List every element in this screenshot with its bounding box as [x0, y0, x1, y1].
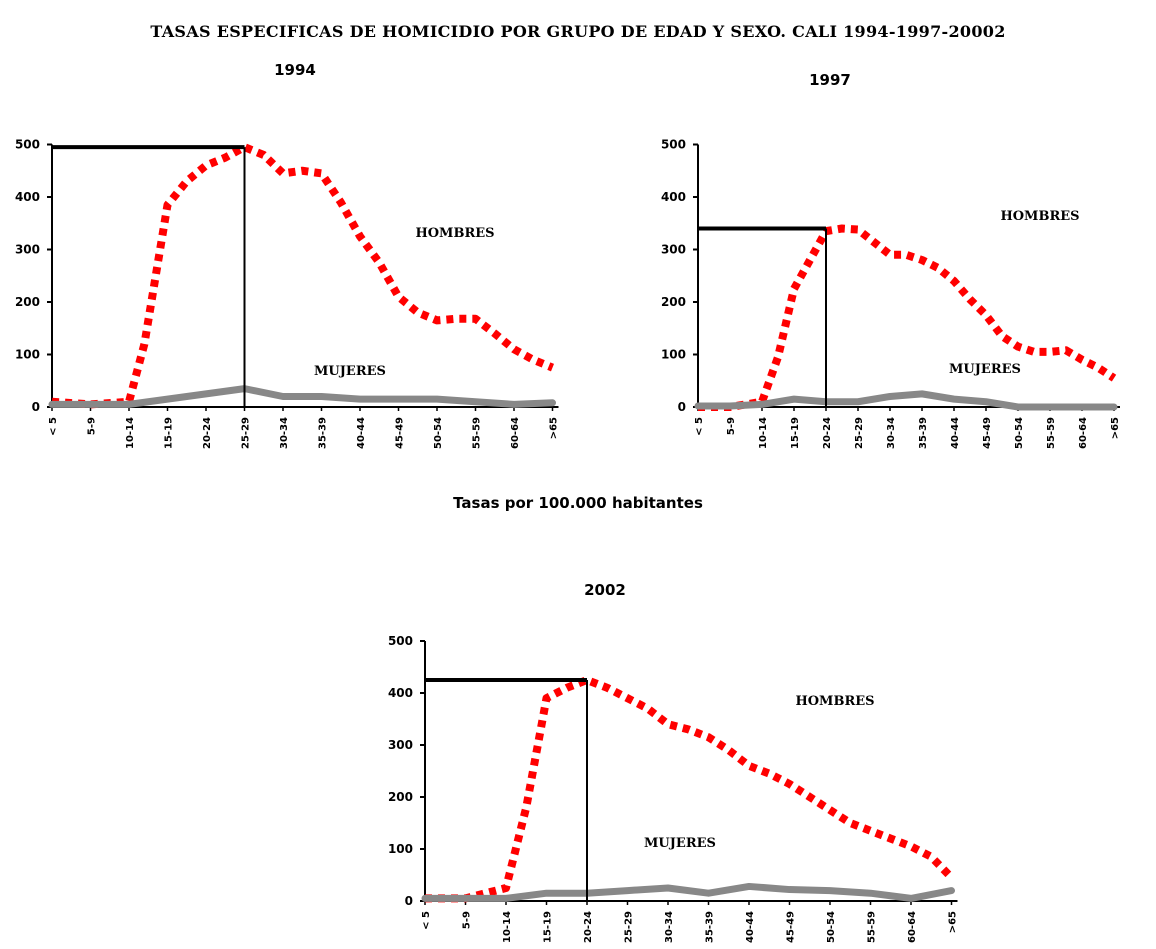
y-tick-label: 400 — [661, 190, 686, 204]
x-tick-label: 10-14 — [502, 911, 513, 943]
x-tick-label: 5-9 — [462, 911, 473, 929]
series-label-hombres: HOMBRES — [1000, 209, 1079, 224]
x-tick-label: 20-24 — [822, 417, 833, 449]
x-tick-label: 60-64 — [1078, 417, 1089, 449]
y-tick-label: 500 — [388, 634, 413, 648]
y-tick-label: 500 — [15, 138, 40, 152]
series-label-mujeres: MUJERES — [314, 364, 386, 379]
y-tick-label: 500 — [661, 138, 686, 152]
chart-title: 1997 — [809, 71, 851, 89]
y-tick-label: 400 — [388, 686, 413, 700]
x-tick-label: 50-54 — [433, 417, 444, 449]
x-tick-label: 20-24 — [202, 417, 213, 449]
y-tick-label: 100 — [661, 348, 686, 362]
x-tick-label: 10-14 — [125, 417, 136, 449]
series-label-hombres: HOMBRES — [795, 694, 874, 709]
chart-subtitle: Tasas por 100.000 habitantes — [453, 494, 703, 512]
x-tick-label: 60-64 — [907, 911, 918, 943]
x-tick-label: 15-19 — [543, 911, 554, 943]
y-tick-label: 400 — [15, 190, 40, 204]
x-tick-label: 10-14 — [758, 417, 769, 449]
x-tick-label: 5-9 — [726, 417, 737, 435]
chart-1994: 0 100 200 300 400 500 < 5 5-9 10-14 15-19 20-24 25-… — [15, 61, 560, 449]
y-tick-label: 0 — [678, 400, 686, 414]
x-tick-label: 15-19 — [790, 417, 801, 449]
x-tick-label: 55-59 — [1046, 417, 1057, 449]
series-label-hombres: HOMBRES — [415, 226, 494, 241]
x-tick-label: 50-54 — [826, 911, 837, 943]
x-tick-label: 25-29 — [241, 417, 252, 449]
x-tick-label: < 5 — [48, 417, 59, 436]
series-line-hombres — [698, 224, 1117, 411]
x-tick-label: 50-54 — [1014, 417, 1025, 449]
series-label-mujeres: MUJERES — [949, 362, 1021, 377]
series-label-mujeres: MUJERES — [644, 836, 716, 851]
x-tick-label: >65 — [1110, 417, 1121, 439]
y-tick-label: 200 — [661, 295, 686, 309]
y-tick-label: 300 — [388, 738, 413, 752]
chart-1997: 0 100 200 300 400 500 < 5 5-9 10-14 15-19 20-24 25-… — [661, 71, 1121, 449]
x-tick-label: 30-34 — [886, 417, 897, 449]
x-tick-label: 40-44 — [745, 911, 756, 943]
x-tick-label: 30-34 — [279, 417, 290, 449]
x-tick-label: 45-49 — [395, 417, 406, 449]
x-tick-label: 20-24 — [583, 911, 594, 943]
x-tick-label: 15-19 — [164, 417, 175, 449]
y-tick-label: 0 — [32, 400, 40, 414]
y-tick-label: 100 — [15, 348, 40, 362]
series-line-mujeres — [421, 882, 955, 902]
x-tick-label: < 5 — [694, 417, 705, 436]
x-tick-label: 35-39 — [318, 417, 329, 449]
y-tick-label: 300 — [15, 243, 40, 257]
x-tick-label: 5-9 — [87, 417, 98, 435]
y-tick-label: 300 — [661, 243, 686, 257]
y-tick-label: 200 — [388, 790, 413, 804]
series-line-hombres — [51, 143, 555, 409]
x-tick-label: 35-39 — [705, 911, 716, 943]
series-line-mujeres — [48, 385, 556, 408]
series-line-hombres — [425, 676, 955, 903]
y-tick-label: 0 — [405, 894, 413, 908]
chart-2002: 0 100 200 300 400 500 < 5 5-9 10-14 15-19 20-24 25-… — [388, 581, 959, 943]
chart-title: 2002 — [584, 581, 626, 599]
x-tick-label: 25-29 — [854, 417, 865, 449]
x-tick-label: >65 — [549, 417, 560, 439]
y-tick-label: 100 — [388, 842, 413, 856]
x-tick-label: 40-44 — [356, 417, 367, 449]
x-tick-label: 60-64 — [510, 417, 521, 449]
y-tick-label: 200 — [15, 295, 40, 309]
x-tick-label: 45-49 — [786, 911, 797, 943]
x-tick-label: 45-49 — [982, 417, 993, 449]
page-title: TASAS ESPECIFICAS DE HOMICIDIO POR GRUPO… — [150, 22, 1006, 41]
x-tick-label: 30-34 — [664, 911, 675, 943]
x-tick-label: < 5 — [421, 911, 432, 930]
x-tick-label: >65 — [948, 911, 959, 933]
x-tick-label: 55-59 — [472, 417, 483, 449]
x-tick-label: 25-29 — [624, 911, 635, 943]
x-tick-label: 35-39 — [918, 417, 929, 449]
chart-title: 1994 — [274, 61, 316, 79]
x-tick-label: 40-44 — [950, 417, 961, 449]
x-tick-label: 55-59 — [867, 911, 878, 943]
series-line-mujeres — [694, 390, 1118, 411]
